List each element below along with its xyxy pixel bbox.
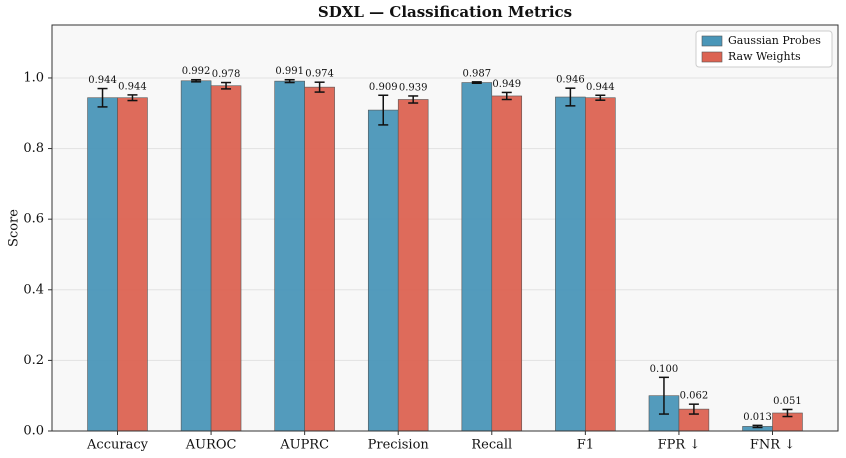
y-tick-label: 0.0: [23, 424, 44, 439]
legend-swatch: [701, 35, 723, 47]
bar: [555, 96, 586, 432]
value-label: 0.939: [399, 82, 428, 93]
x-tick-label: AUPRC: [279, 438, 329, 453]
bar: [274, 80, 305, 432]
value-label: 0.909: [369, 82, 398, 93]
value-label: 0.946: [556, 75, 585, 86]
value-label: 0.013: [743, 412, 772, 423]
y-tick-label: 1.0: [23, 70, 44, 85]
bar: [87, 97, 118, 432]
value-label: 0.987: [462, 68, 491, 79]
bar: [397, 99, 429, 432]
bar: [180, 80, 212, 432]
value-label: 0.062: [680, 391, 709, 402]
plot-frame: [51, 24, 839, 432]
plot-area: [52, 25, 838, 431]
y-axis-label: Score: [7, 209, 22, 247]
x-tick-label: AUROC: [185, 438, 237, 453]
value-label: 0.944: [118, 81, 147, 92]
bar: [367, 109, 399, 432]
value-label: 0.974: [305, 69, 334, 80]
bar: [491, 95, 523, 432]
value-label: 0.949: [492, 79, 521, 90]
legend-label: Raw Weights: [728, 50, 801, 63]
legend-swatch: [701, 51, 723, 63]
bar: [210, 85, 242, 432]
x-tick-label: Accuracy: [86, 438, 149, 453]
y-tick-label: 0.4: [23, 282, 44, 297]
value-label: 0.051: [773, 396, 802, 407]
value-label: 0.978: [212, 69, 241, 80]
x-tick-label: Precision: [368, 438, 430, 453]
x-tick-label: FPR ↓: [658, 438, 701, 453]
bar: [585, 97, 616, 432]
x-tick-label: F1: [577, 438, 594, 453]
bar: [461, 82, 493, 432]
bar: [304, 86, 335, 432]
value-label: 0.991: [275, 66, 304, 77]
y-tick-label: 0.2: [23, 353, 44, 368]
value-label: 0.944: [586, 82, 615, 93]
value-label: 0.100: [650, 364, 679, 375]
legend-box: [695, 30, 833, 68]
value-label: 0.944: [88, 75, 117, 86]
x-tick-label: Recall: [471, 438, 512, 453]
y-tick-label: 0.6: [23, 212, 44, 227]
bar: [117, 97, 148, 432]
legend-label: Gaussian Probes: [728, 34, 821, 47]
y-tick-label: 0.8: [23, 141, 44, 156]
chart-title: SDXL — Classification Metrics: [318, 3, 572, 21]
value-label: 0.992: [182, 66, 211, 77]
x-tick-label: FNR ↓: [750, 438, 795, 453]
